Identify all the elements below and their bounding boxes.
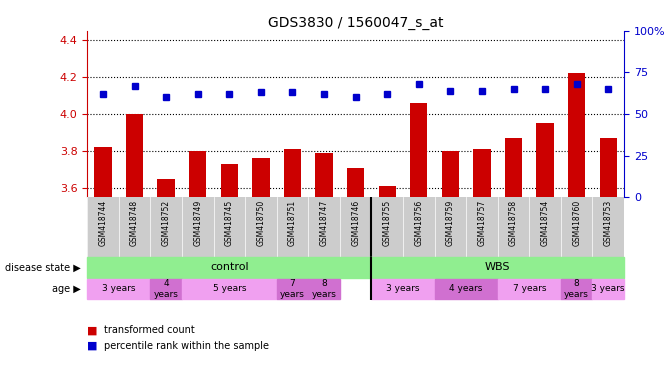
Text: 7 years: 7 years — [513, 284, 546, 293]
Bar — [372, 257, 624, 278]
Text: control: control — [210, 262, 249, 272]
Text: GSM418756: GSM418756 — [414, 200, 423, 247]
Bar — [276, 278, 308, 299]
Bar — [378, 186, 396, 197]
Bar — [252, 158, 270, 197]
Text: GSM418753: GSM418753 — [604, 200, 613, 247]
Bar — [95, 147, 111, 197]
Bar — [410, 103, 427, 197]
Bar — [87, 278, 150, 299]
Text: 3 years: 3 years — [592, 284, 625, 293]
Text: percentile rank within the sample: percentile rank within the sample — [104, 341, 269, 351]
Bar — [315, 153, 333, 197]
Text: GSM418746: GSM418746 — [351, 200, 360, 247]
Title: GDS3830 / 1560047_s_at: GDS3830 / 1560047_s_at — [268, 16, 444, 30]
Text: WBS: WBS — [485, 262, 511, 272]
Bar — [158, 179, 175, 197]
Bar — [536, 123, 554, 197]
Text: GSM418750: GSM418750 — [256, 200, 266, 247]
Text: GSM418745: GSM418745 — [225, 200, 234, 247]
Bar — [498, 278, 561, 299]
Text: GSM418755: GSM418755 — [382, 200, 392, 247]
Text: 8
years: 8 years — [564, 279, 589, 298]
Bar — [505, 138, 522, 197]
Text: 5 years: 5 years — [213, 284, 246, 293]
Text: GSM418758: GSM418758 — [509, 200, 518, 246]
Bar — [308, 278, 340, 299]
Bar — [600, 138, 617, 197]
Bar — [189, 151, 207, 197]
Bar — [347, 168, 364, 197]
Text: ■: ■ — [87, 341, 98, 351]
Text: 7
years: 7 years — [280, 279, 305, 298]
Text: ■: ■ — [87, 325, 98, 335]
Bar — [372, 278, 435, 299]
Bar — [150, 278, 182, 299]
Bar — [592, 278, 624, 299]
Text: 8
years: 8 years — [311, 279, 336, 298]
Bar — [87, 257, 372, 278]
Text: GSM418747: GSM418747 — [319, 200, 329, 247]
Text: GSM418749: GSM418749 — [193, 200, 202, 247]
Bar — [473, 149, 491, 197]
Bar — [284, 149, 301, 197]
Text: transformed count: transformed count — [104, 325, 195, 335]
Bar — [561, 278, 592, 299]
Text: GSM418757: GSM418757 — [478, 200, 486, 247]
Bar — [442, 151, 459, 197]
Text: GSM418760: GSM418760 — [572, 200, 581, 247]
Text: GSM418759: GSM418759 — [446, 200, 455, 247]
Text: 4 years: 4 years — [450, 284, 483, 293]
Bar — [568, 73, 585, 197]
Text: 3 years: 3 years — [102, 284, 136, 293]
Bar — [435, 278, 498, 299]
Text: GSM418752: GSM418752 — [162, 200, 170, 246]
Bar — [182, 278, 276, 299]
Text: disease state ▶: disease state ▶ — [5, 262, 81, 272]
Text: age ▶: age ▶ — [52, 284, 81, 294]
Text: 4
years: 4 years — [154, 279, 178, 298]
Text: 3 years: 3 years — [386, 284, 420, 293]
Bar — [221, 164, 238, 197]
Text: GSM418754: GSM418754 — [541, 200, 550, 247]
Text: GSM418751: GSM418751 — [288, 200, 297, 246]
Text: GSM418748: GSM418748 — [130, 200, 139, 246]
Bar — [126, 114, 144, 197]
Text: GSM418744: GSM418744 — [99, 200, 107, 247]
